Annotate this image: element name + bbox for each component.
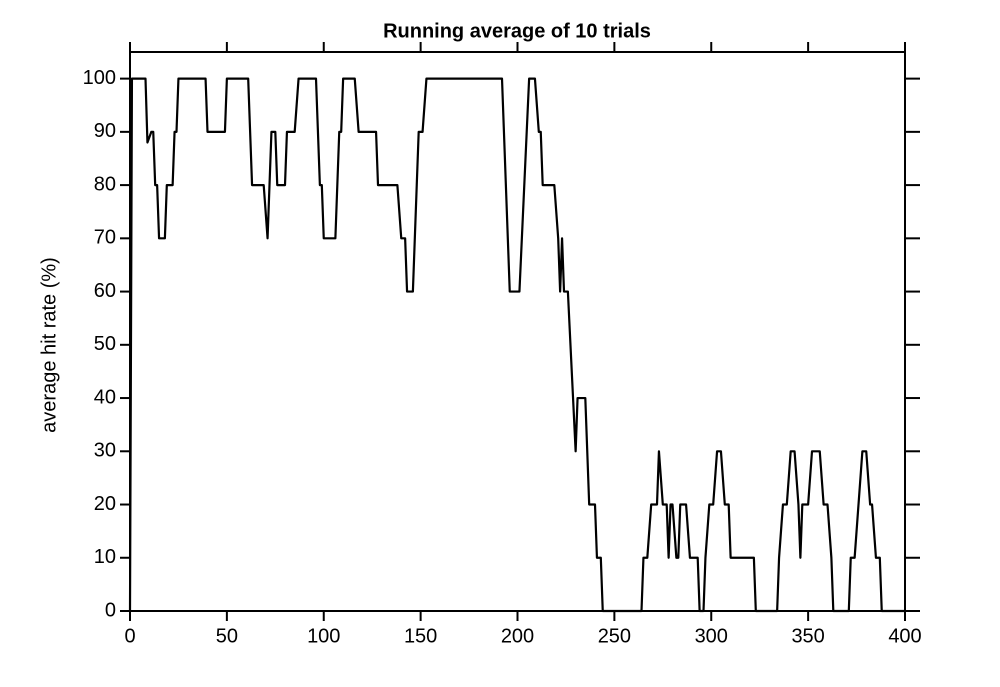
plot-frame: [129, 51, 906, 612]
x-tick-label: 100: [307, 625, 340, 647]
x-tick-label: 250: [598, 625, 631, 647]
y-tick-label: 60: [94, 280, 116, 302]
x-tick-label: 400: [888, 625, 921, 647]
y-tick-label: 70: [94, 227, 116, 249]
data-line: [128, 77, 905, 613]
y-tick-label: 0: [105, 599, 116, 621]
y-tick-label: 40: [94, 386, 116, 408]
y-tick-label: 80: [94, 173, 116, 195]
y-tick-label: 90: [94, 120, 116, 142]
y-tick-label: 30: [94, 440, 116, 462]
x-tick-label: 300: [695, 625, 728, 647]
chart-title: Running average of 10 trials: [383, 20, 651, 42]
x-tick-label: 0: [124, 625, 135, 647]
x-tick-label: 350: [791, 625, 824, 647]
y-tick-label: 50: [94, 333, 116, 355]
x-tick-label: 200: [501, 625, 534, 647]
y-tick-label: 20: [94, 493, 116, 515]
x-tick-label: 150: [404, 625, 437, 647]
y-axis-label: average hit rate (%): [38, 257, 60, 433]
y-tick-label: 10: [94, 546, 116, 568]
x-tick-label: 50: [216, 625, 238, 647]
y-tick-label: 100: [83, 67, 116, 89]
